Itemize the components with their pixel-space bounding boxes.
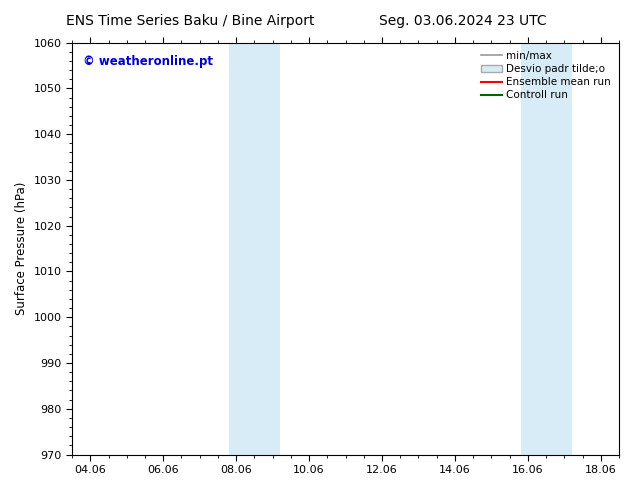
Legend: min/max, Desvio padr tilde;o, Ensemble mean run, Controll run: min/max, Desvio padr tilde;o, Ensemble m… (478, 48, 614, 103)
Text: © weatheronline.pt: © weatheronline.pt (83, 55, 213, 68)
Text: Seg. 03.06.2024 23 UTC: Seg. 03.06.2024 23 UTC (379, 14, 547, 28)
Y-axis label: Surface Pressure (hPa): Surface Pressure (hPa) (15, 182, 28, 315)
Bar (521, 43, 572, 455)
Text: ENS Time Series Baku / Bine Airport: ENS Time Series Baku / Bine Airport (66, 14, 314, 28)
Bar (229, 43, 280, 455)
